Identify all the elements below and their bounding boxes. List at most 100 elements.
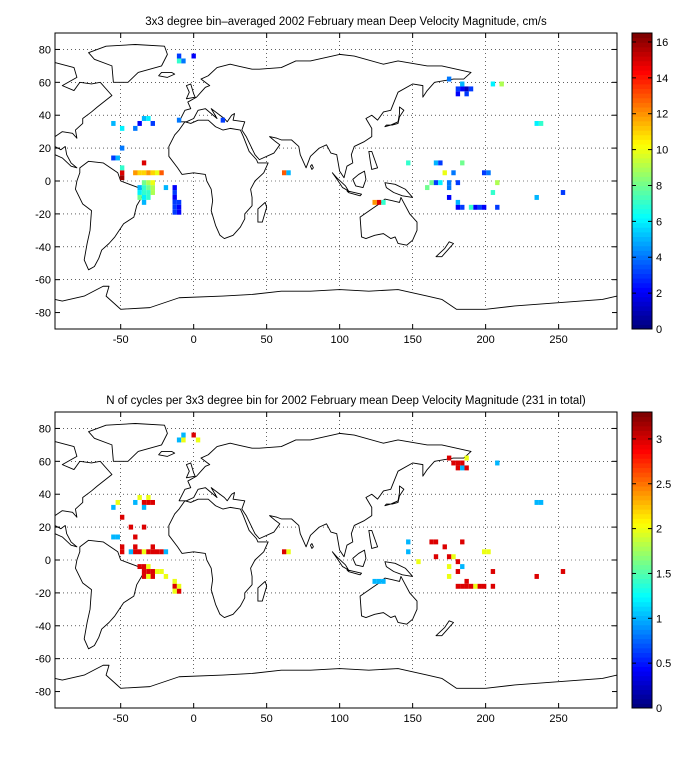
data-bin (433, 539, 439, 545)
coastline (435, 620, 454, 637)
data-bin (172, 588, 177, 594)
colorbar-segment (632, 601, 652, 607)
data-bin (495, 460, 500, 466)
data-bin (111, 155, 116, 161)
coastline (88, 44, 168, 83)
colorbar-segment (632, 615, 652, 621)
data-bin (464, 583, 469, 589)
x-axis-ticks: -50 0 50 100 150 200 250 (113, 412, 568, 725)
data-bin (446, 564, 452, 570)
data-bin (176, 209, 182, 215)
data-bin (115, 499, 120, 505)
y-tick-label: -20 (35, 588, 51, 600)
data-bin (176, 437, 182, 443)
coastline (346, 190, 362, 197)
data-bin (438, 160, 443, 166)
colorbar-segment (632, 499, 652, 506)
colorbar-tick-label: 2 (656, 288, 662, 300)
data-bin (141, 194, 147, 200)
colorbar-segment (632, 592, 652, 598)
colorbar-segment (632, 130, 652, 136)
colorbar-tick-label: 4 (656, 252, 662, 264)
coastline (257, 201, 268, 223)
colorbar-segment (632, 532, 652, 538)
data-bin (141, 573, 147, 579)
chart-title: 3x3 degree bin–averaged 2002 February me… (145, 16, 547, 28)
coastline (178, 432, 472, 558)
colorbar-segment (632, 675, 652, 681)
data-bin (473, 204, 478, 210)
colorbar-tick-label: 6 (656, 216, 662, 228)
colorbar-segment (632, 310, 652, 316)
data-bin (146, 573, 151, 579)
colorbar-segment (632, 467, 652, 473)
coastline (158, 72, 176, 78)
colorbar-tick-label: 0 (656, 703, 662, 715)
data-bin (468, 204, 474, 210)
data-bin (195, 437, 201, 443)
data-bin (455, 465, 461, 471)
data-bin (560, 569, 566, 574)
colorbar-segment (632, 204, 652, 210)
colorbar-segment (632, 301, 652, 307)
data-bin (119, 165, 125, 171)
colorbar-segment (632, 134, 652, 140)
colorbar-segment (632, 278, 652, 284)
colorbar-segment (632, 171, 652, 177)
colorbar-segment (632, 120, 652, 127)
data-bin (446, 76, 452, 82)
y-tick-label: -40 (35, 242, 51, 254)
data-bin (433, 554, 439, 560)
data-bin (146, 569, 151, 574)
colorbar-segment (632, 144, 652, 150)
colorbar-segment (632, 97, 652, 103)
data-bin (433, 180, 439, 186)
data-bin (451, 460, 456, 466)
colorbar-segment (632, 550, 652, 556)
data-bin (141, 564, 147, 570)
data-bin (150, 499, 155, 505)
data-bin (176, 199, 182, 205)
colorbar-segment (632, 652, 652, 658)
data-bin (495, 204, 500, 210)
colorbar-segment (632, 231, 652, 238)
y-tick-label: 80 (39, 44, 51, 56)
colorbar-segment (632, 116, 652, 122)
data-bin (425, 185, 430, 191)
data-bin (464, 465, 469, 471)
velocity-magnitude-chart: 3x3 degree bin–averaged 2002 February me… (35, 16, 668, 346)
data-bin (176, 588, 182, 594)
data-bin (406, 539, 411, 545)
data-bin (163, 185, 169, 191)
data-bin (146, 549, 151, 555)
colorbar-segment (632, 536, 652, 543)
y-tick-label: 0 (45, 555, 51, 567)
coastline (384, 485, 405, 507)
colorbar: 0 2 4 6 8 10 12 14 16 (631, 32, 668, 336)
colorbar-segment (632, 162, 652, 168)
data-bin (460, 539, 465, 545)
data-bin (141, 185, 147, 191)
y-tick-label: -60 (35, 654, 51, 666)
data-bin (455, 569, 461, 574)
coastline (368, 529, 379, 549)
data-bin (481, 583, 487, 589)
data-bin (137, 549, 142, 555)
x-tick-label: 50 (261, 713, 273, 725)
data-bin (451, 170, 456, 176)
colorbar-segment (632, 657, 652, 663)
colorbar-segment (632, 88, 652, 94)
data-bin (159, 569, 164, 574)
y-tick-label: -20 (35, 209, 51, 221)
data-bin (115, 534, 120, 540)
colorbar-segment (632, 541, 652, 547)
data-bin (172, 194, 177, 200)
data-bin (133, 544, 138, 550)
coastline (359, 575, 418, 625)
colorbar-segment (632, 555, 652, 561)
coastline (368, 150, 379, 170)
data-bin (286, 170, 291, 176)
data-bin (460, 86, 465, 92)
y-axis-ticks: -80 -60 -40 -20 0 20 40 60 80 (35, 44, 617, 320)
y-tick-label: 20 (39, 143, 51, 155)
